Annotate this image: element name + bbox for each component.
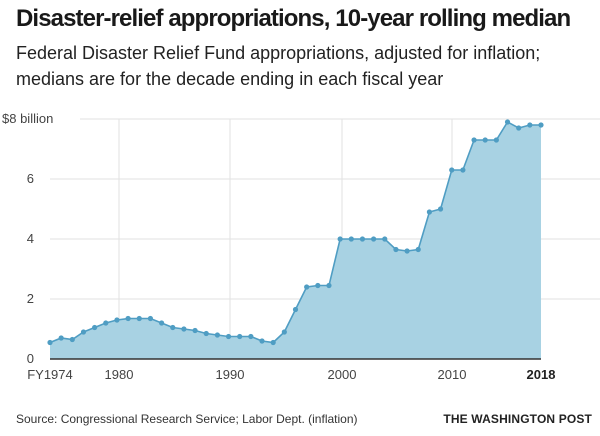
svg-text:2000: 2000 — [328, 367, 357, 382]
svg-text:FY1974: FY1974 — [27, 367, 73, 382]
svg-text:1980: 1980 — [105, 367, 134, 382]
svg-text:1990: 1990 — [216, 367, 245, 382]
svg-text:0: 0 — [27, 351, 34, 366]
svg-text:4: 4 — [27, 231, 34, 246]
svg-text:2018: 2018 — [527, 367, 556, 382]
svg-text:$8 billion: $8 billion — [2, 111, 53, 126]
svg-text:2010: 2010 — [438, 367, 467, 382]
svg-text:2: 2 — [27, 291, 34, 306]
svg-text:6: 6 — [27, 171, 34, 186]
